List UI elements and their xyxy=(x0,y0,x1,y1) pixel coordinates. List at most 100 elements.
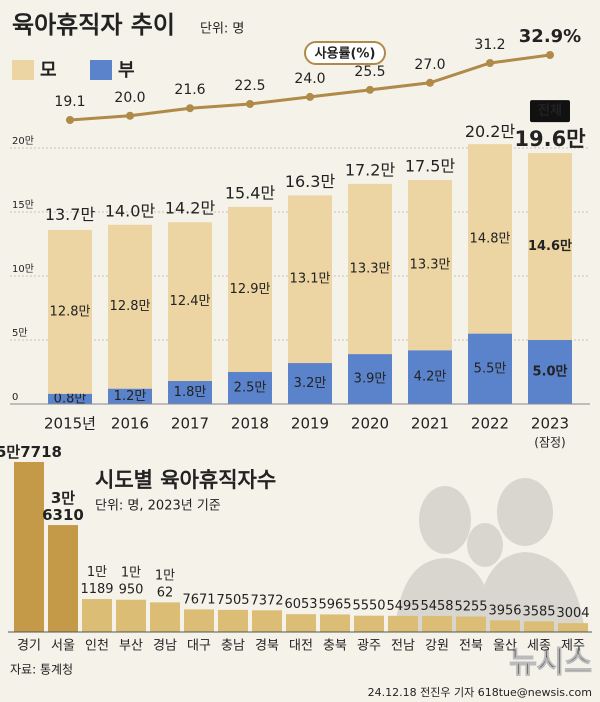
value-label: 12.8만 xyxy=(110,299,151,314)
x-tick-label: 경기 xyxy=(17,639,41,654)
x-tick-label: 2019 xyxy=(291,415,329,433)
line-point xyxy=(306,92,314,101)
bar xyxy=(490,620,520,632)
value-label: 6053 xyxy=(284,597,317,612)
bar xyxy=(388,615,418,632)
value-label: 1만 1189 xyxy=(80,565,113,597)
bar-segment xyxy=(48,393,92,404)
value-label: 5만7718 xyxy=(0,443,62,461)
value-label: 14.6만 xyxy=(528,238,572,254)
x-tick-label: 2017 xyxy=(171,415,209,433)
legend-bubble xyxy=(304,41,386,65)
bar xyxy=(218,609,248,632)
x-tick-label: 2015년 xyxy=(44,415,96,433)
line-point xyxy=(126,111,134,120)
legend-swatch xyxy=(90,60,112,80)
value-label: 5965 xyxy=(318,597,351,612)
bar xyxy=(422,615,452,632)
line-point xyxy=(426,78,434,87)
bar xyxy=(252,610,282,632)
total-label: 17.5만 xyxy=(405,157,456,176)
value-label: 0.8만 xyxy=(54,391,87,406)
value-label: 14.8만 xyxy=(470,231,511,246)
x-tick-label: 충북 xyxy=(323,639,347,654)
line-value-label: 31.2 xyxy=(474,37,505,53)
value-label: 3.2만 xyxy=(294,376,327,391)
line-value-label: 27.0 xyxy=(414,57,445,73)
bar-segment xyxy=(288,363,332,404)
total-label: 14.0만 xyxy=(105,201,156,220)
bar-segment xyxy=(468,333,512,404)
value-label: 7671 xyxy=(182,592,215,607)
x-tick-label: 전북 xyxy=(459,639,483,654)
bar xyxy=(48,525,78,632)
line-value-label: 22.5 xyxy=(234,78,265,94)
bar-segment xyxy=(408,350,452,404)
bar xyxy=(14,462,44,632)
bar-segment xyxy=(468,144,512,334)
legend-label: 모 xyxy=(40,60,57,81)
y-tick-label: 10만 xyxy=(12,263,34,275)
bar-segment xyxy=(408,180,452,351)
value-label: 1만 950 xyxy=(119,565,144,597)
x-tick-label: 강원 xyxy=(425,639,449,654)
bar xyxy=(320,614,350,632)
x-tick-label: 전남 xyxy=(391,639,415,654)
value-label: 5495 xyxy=(386,598,419,613)
bar xyxy=(558,623,588,632)
line-point xyxy=(66,116,74,124)
category-note: (잠정) xyxy=(534,436,565,450)
total-badge xyxy=(530,100,570,123)
bar xyxy=(82,599,112,632)
value-label: 13.3만 xyxy=(350,261,391,276)
total-label: 17.2만 xyxy=(345,160,396,179)
x-tick-label: 대구 xyxy=(187,639,211,654)
line-value-label: 25.5 xyxy=(354,64,385,80)
bar xyxy=(524,621,554,632)
bar-segment xyxy=(108,388,152,404)
family-silhouette xyxy=(395,478,585,632)
x-tick-label: 2021 xyxy=(411,415,449,433)
value-label: 5.5만 xyxy=(474,361,507,376)
bar-segment xyxy=(168,380,212,404)
credit: 24.12.18 전진우 기자 618tue@newsis.com xyxy=(368,686,592,699)
bar-segment xyxy=(348,183,392,355)
bar xyxy=(354,615,384,632)
value-label: 5550 xyxy=(352,598,385,613)
value-label: 5.0만 xyxy=(533,364,568,380)
line-value-label: 21.6 xyxy=(174,82,205,98)
value-label: 1.8만 xyxy=(174,385,207,400)
x-tick-label: 세종 xyxy=(527,639,551,654)
legend-label: 사용률(%) xyxy=(315,46,376,62)
line-value-label: 24.0 xyxy=(294,71,325,87)
value-label: 13.1만 xyxy=(290,272,331,287)
bar-segment xyxy=(168,222,212,381)
line-point xyxy=(366,85,374,94)
value-label: 12.8만 xyxy=(50,304,91,319)
bar-segment xyxy=(528,340,572,404)
y-tick-label: 5만 xyxy=(12,327,28,339)
value-label: 5255 xyxy=(454,599,487,614)
value-label: 12.9만 xyxy=(230,282,271,297)
source: 자료: 통계청 xyxy=(10,663,73,677)
chart-title: 육아휴직자 추이 xyxy=(12,11,175,39)
x-tick-label: 대전 xyxy=(289,639,313,654)
x-tick-label: 서울 xyxy=(51,639,75,654)
bar-segment xyxy=(528,153,572,340)
bar-segment xyxy=(48,229,92,394)
legend-label: 부 xyxy=(118,60,135,81)
x-tick-label: 2016 xyxy=(111,415,149,433)
bar xyxy=(150,602,180,632)
x-tick-label: 인천 xyxy=(85,639,109,654)
bar xyxy=(184,609,214,632)
value-label: 7372 xyxy=(250,593,283,608)
line-point xyxy=(546,51,554,59)
x-tick-label: 2023 xyxy=(531,415,569,433)
bar-segment xyxy=(108,224,152,389)
bar-segment xyxy=(288,195,332,364)
total-label: 15.4만 xyxy=(225,183,276,202)
total-label: 20.2만 xyxy=(465,122,516,141)
value-label: 1.2만 xyxy=(114,389,147,404)
line-value-label: 20.0 xyxy=(114,90,145,106)
